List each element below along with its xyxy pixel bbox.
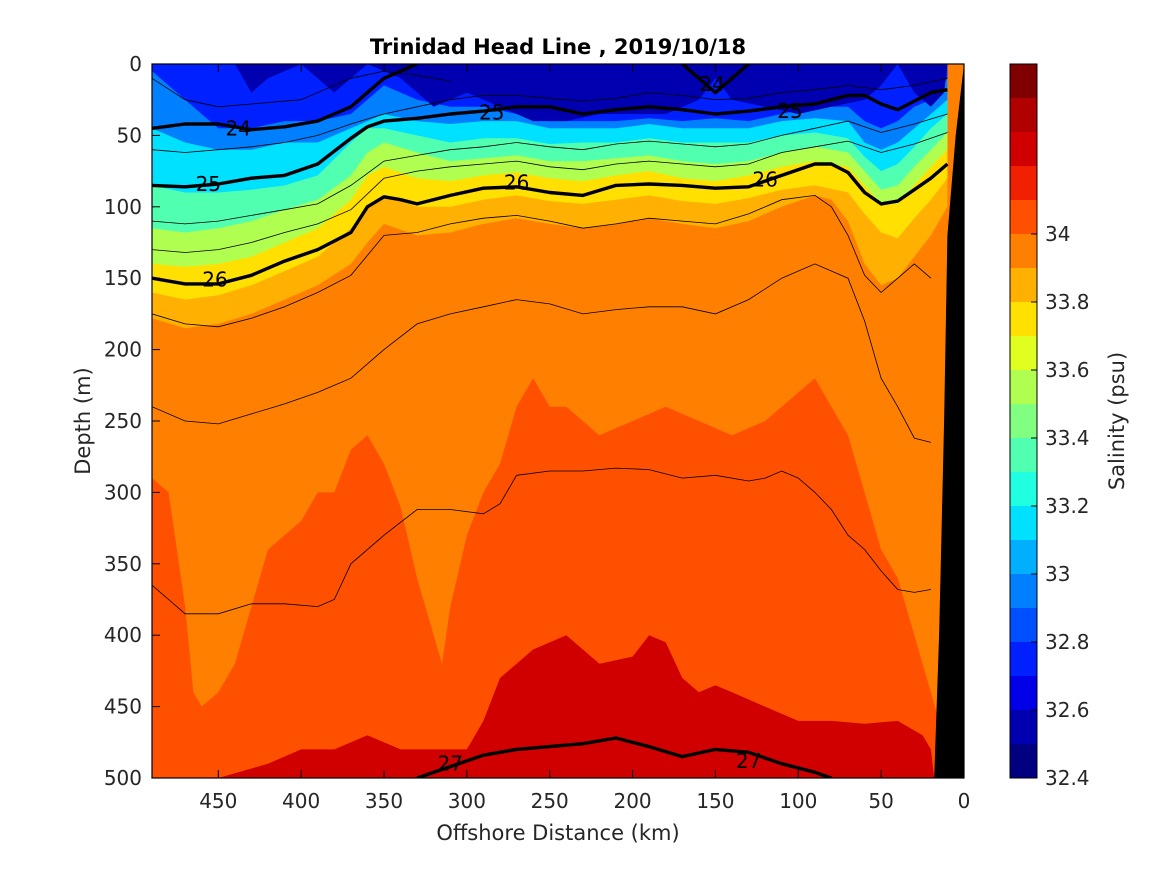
y-tick-label: 300 [104, 480, 142, 504]
colorbar-band-11 [1010, 370, 1037, 404]
y-tick-label: 100 [104, 195, 142, 219]
colorbar-band-16 [1010, 200, 1037, 234]
y-tick-label: 450 [104, 695, 142, 719]
colorbar-tick-label: 33 [1045, 562, 1070, 586]
thin-density-contour-0 [152, 70, 451, 108]
chart-title: Trinidad Head Line , 2019/10/18 [370, 35, 746, 59]
seafloor-bathymetry [934, 64, 964, 778]
colorbar-band-0 [1010, 744, 1037, 778]
colorbar-band-3 [1010, 642, 1037, 676]
density-contour-26-3 [152, 162, 949, 286]
colorbar-tick-label: 34 [1045, 222, 1070, 246]
salinity-band-9 [152, 378, 940, 778]
y-axis-label: Depth (m) [71, 367, 95, 474]
contour-label-7: 26 [202, 268, 227, 292]
colorbar-band-9 [1010, 438, 1037, 472]
colorbar-band-18 [1010, 132, 1037, 166]
colorbar-tick-label: 33.6 [1045, 358, 1090, 382]
thin-density-contour-3 [152, 132, 948, 253]
thin-density-contour-5 [152, 263, 932, 443]
colorbar-band-15 [1010, 234, 1037, 268]
salinity-band-10 [152, 635, 935, 778]
contour-label-1: 24 [699, 72, 724, 96]
x-tick-label: 400 [282, 789, 320, 813]
y-tick-label: 150 [104, 266, 142, 290]
colorbar-band-1 [1010, 710, 1037, 744]
contour-label-5: 26 [504, 171, 529, 195]
x-axis-label: Offshore Distance (km) [436, 821, 679, 845]
colorbar-label: Salinity (psu) [1105, 352, 1129, 490]
colorbar-tick-label: 32.6 [1045, 698, 1090, 722]
density-contour-25-2 [152, 88, 948, 189]
thin-density-contour-2 [152, 113, 948, 225]
x-tick-label: 150 [696, 789, 734, 813]
density-contour-24-0 [152, 64, 418, 132]
y-tick-label: 50 [117, 123, 142, 147]
colorbar-band-7 [1010, 506, 1037, 540]
y-tick-label: 400 [104, 623, 142, 647]
colorbar-band-20 [1010, 64, 1037, 98]
y-tick-label: 0 [129, 52, 142, 76]
x-tick-label: 200 [613, 789, 651, 813]
density-contour-24-1 [681, 64, 750, 95]
colorbar-band-10 [1010, 404, 1037, 438]
contour-label-0: 24 [225, 116, 250, 140]
colorbar-band-12 [1010, 336, 1037, 370]
x-tick-label: 350 [365, 789, 403, 813]
density-contour-27-4 [416, 736, 832, 778]
thin-density-contour-1 [152, 77, 948, 153]
x-tick-label: 50 [868, 789, 893, 813]
contour-label-2: 25 [479, 101, 504, 125]
colorbar-band-6 [1010, 540, 1037, 574]
x-tick-label: 0 [958, 789, 971, 813]
colorbar-band-2 [1010, 676, 1037, 710]
x-tick-label: 100 [779, 789, 817, 813]
colorbar-band-5 [1010, 574, 1037, 608]
colorbar-band-13 [1010, 302, 1037, 336]
contour-label-8: 27 [438, 752, 463, 776]
colorbar-band-19 [1010, 98, 1037, 132]
y-tick-label: 250 [104, 409, 142, 433]
contour-label-9: 27 [736, 749, 761, 773]
colorbar-tick-label: 33.2 [1045, 494, 1090, 518]
contour-label-3: 25 [777, 99, 802, 123]
contour-label-6: 26 [752, 168, 777, 192]
thin-density-contour-4 [152, 194, 932, 328]
y-tick-label: 500 [104, 766, 142, 790]
x-tick-label: 300 [448, 789, 486, 813]
y-tick-label: 200 [104, 338, 142, 362]
colorbar-band-17 [1010, 166, 1037, 200]
colorbar-tick-label: 33.4 [1045, 426, 1090, 450]
x-tick-label: 450 [199, 789, 237, 813]
y-tick-label: 350 [104, 552, 142, 576]
colorbar-band-14 [1010, 268, 1037, 302]
colorbar-tick-label: 32.8 [1045, 630, 1090, 654]
colorbar-tick-label: 33.8 [1045, 290, 1090, 314]
contour-label-4: 25 [196, 172, 221, 196]
x-tick-label: 250 [531, 789, 569, 813]
colorbar: 32.4 32.6 32.8 33 33.2 33.4 33.6 33.8 34 [1009, 63, 1090, 790]
colorbar-band-4 [1010, 608, 1037, 642]
colorbar-tick-label: 32.4 [1045, 766, 1090, 790]
colorbar-band-8 [1010, 472, 1037, 506]
colorbar-frame [1009, 63, 1038, 779]
thin-density-contour-6 [152, 467, 931, 615]
